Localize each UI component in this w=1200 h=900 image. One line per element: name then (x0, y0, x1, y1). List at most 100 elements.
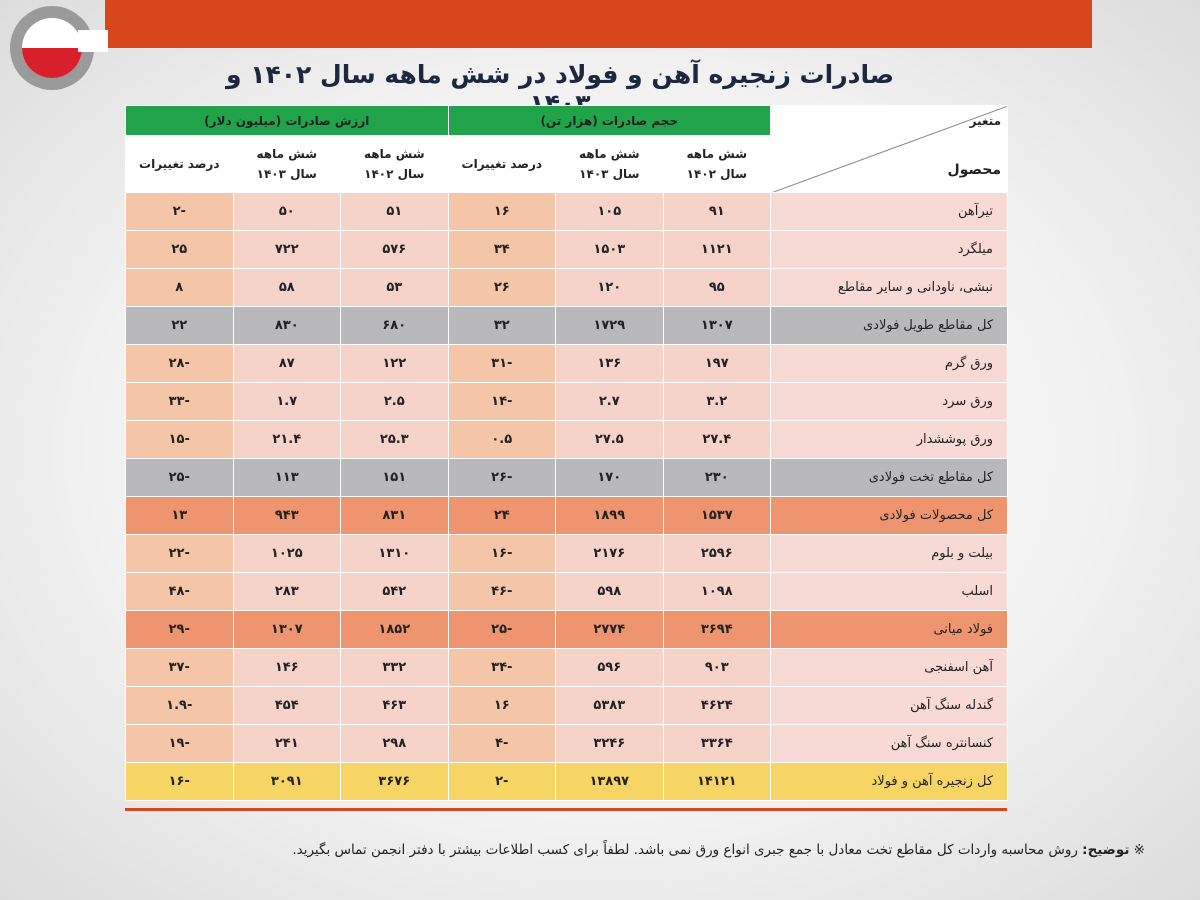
sub-header-line: سال ۱۴۰۳ (579, 167, 640, 181)
value-cell: ۱۸۹۹ (555, 496, 664, 535)
value-cell: ۳۳- (125, 382, 234, 421)
value-cell: ۱۸۵۲ (340, 610, 449, 649)
value-cell: ۱۳ (125, 496, 234, 535)
table-row: تیرآهن ۹۱ ۱۰۵ ۱۶ ۵۱ ۵۰ ۲- (125, 192, 1009, 231)
value-cell: ۲۲- (125, 534, 234, 573)
value-cell: ۴۶۳ (340, 686, 449, 725)
product-cell: نبشی، ناودانی و سایر مقاطع (770, 268, 1009, 307)
product-cell: ورق گرم (770, 344, 1009, 383)
table-row: آهن اسفنجی ۹۰۳ ۵۹۶ ۳۴- ۳۳۲ ۱۴۶ ۳۷- (125, 648, 1009, 687)
value-cell: ۱۶ (447, 192, 557, 231)
value-cell: ۱۷۰ (555, 458, 664, 497)
value-cell: ۲۹- (125, 610, 234, 649)
value-cell: ۸۳۱ (340, 496, 449, 535)
value-cell: ۲۷.۴ (662, 420, 772, 459)
sub-header-line: شش ماهه (686, 147, 748, 161)
value-cell: ۱۰۹۸ (662, 572, 772, 611)
value-cell: ۳.۲ (662, 382, 772, 421)
value-cell: ۲۵۹۶ (662, 534, 772, 573)
product-cell: کنسانتره سنگ آهن (770, 724, 1009, 763)
value-cell: ۴۸- (125, 572, 234, 611)
value-cell: ۲۲ (125, 306, 234, 345)
value-cell: ۱۲۰ (555, 268, 664, 307)
table-row: نبشی، ناودانی و سایر مقاطع ۹۵ ۱۲۰ ۲۶ ۵۳ ۵۸ ۸ (125, 268, 1009, 307)
value-cell: ۱۳۶ (555, 344, 664, 383)
value-cell: ۱۶- (447, 534, 557, 573)
value-cell: ۱۲۲ (340, 344, 449, 383)
product-cell: کل مقاطع تخت فولادی (770, 458, 1009, 497)
corner-diagonal (773, 106, 1007, 192)
value-cell: ۴۵۴ (232, 686, 342, 725)
value-cell: ۱۳۱۰ (340, 534, 449, 573)
product-cell: تیرآهن (770, 192, 1009, 231)
product-cell: میلگرد (770, 230, 1009, 269)
value-cell: ۱.۹- (125, 686, 234, 725)
value-cell: ۱۵۳۷ (662, 496, 772, 535)
corner-cell: متغیر محصول (770, 105, 1009, 193)
value-cell: ۲۸- (125, 344, 234, 383)
table-row: کل مقاطع تخت فولادی ۲۳۰ ۱۷۰ ۲۶- ۱۵۱ ۱۱۳ ۲۵- (125, 458, 1009, 497)
value-cell: ۲- (125, 192, 234, 231)
group-header: حجم صادرات (هزار تن) (447, 105, 772, 136)
value-cell: ۳۷- (125, 648, 234, 687)
value-cell: ۹۱ (662, 192, 772, 231)
value-cell: ۱۰۵ (555, 192, 664, 231)
table-row: کل محصولات فولادی ۱۵۳۷ ۱۸۹۹ ۲۴ ۸۳۱ ۹۴۳ ۱۳ (125, 496, 1009, 535)
top-bar (105, 0, 1092, 48)
value-cell: ۱۵- (125, 420, 234, 459)
value-cell: ۵۸ (232, 268, 342, 307)
value-cell: ۴- (447, 724, 557, 763)
product-cell: بیلت و بلوم (770, 534, 1009, 573)
value-cell: ۲۶ (447, 268, 557, 307)
value-cell: ۳۳۲ (340, 648, 449, 687)
value-cell: ۳۶۷۶ (340, 762, 449, 801)
value-cell: ۱۳۸۹۷ (555, 762, 664, 801)
value-cell: ۹۵ (662, 268, 772, 307)
value-cell: ۱۴۱۲۱ (662, 762, 772, 801)
footnote: ※ توضیح: روش محاسبه واردات کل مقاطع تخت … (292, 842, 1145, 858)
value-cell: ۲۸۳ (232, 572, 342, 611)
value-cell: ۲۱۷۶ (555, 534, 664, 573)
value-cell: ۳۶۹۴ (662, 610, 772, 649)
sub-header: شش ماهه سال ۱۴۰۲ (662, 135, 772, 193)
sub-header: شش ماهه سال ۱۴۰۲ (340, 135, 449, 193)
value-cell: ۱۴۶ (232, 648, 342, 687)
product-cell: آهن اسفنجی (770, 648, 1009, 687)
product-cell: کل مقاطع طویل فولادی (770, 306, 1009, 345)
value-cell: ۲۵- (125, 458, 234, 497)
sub-header-line: درصد تغییرات (461, 157, 543, 171)
product-cell: ورق سرد (770, 382, 1009, 421)
value-cell: ۴۶- (447, 572, 557, 611)
table-row: میلگرد ۱۱۲۱ ۱۵۰۳ ۳۴ ۵۷۶ ۷۲۲ ۲۵ (125, 230, 1009, 269)
value-cell: ۲.۵ (340, 382, 449, 421)
value-cell: ۱۳۰۷ (232, 610, 342, 649)
table-row: بیلت و بلوم ۲۵۹۶ ۲۱۷۶ ۱۶- ۱۳۱۰ ۱۰۲۵ ۲۲- (125, 534, 1009, 573)
value-cell: ۱۱۳ (232, 458, 342, 497)
sub-header-line: سال ۱۴۰۲ (364, 167, 425, 181)
table-row: ورق گرم ۱۹۷ ۱۳۶ ۳۱- ۱۲۲ ۸۷ ۲۸- (125, 344, 1009, 383)
table-row: کل مقاطع طویل فولادی ۱۳۰۷ ۱۷۲۹ ۳۲ ۶۸۰ ۸۳۰ ۲۲ (125, 306, 1009, 345)
sub-header: شش ماهه سال ۱۴۰۳ (555, 135, 664, 193)
table-row: گندله سنگ آهن ۴۶۲۴ ۵۳۸۳ ۱۶ ۴۶۳ ۴۵۴ ۱.۹- (125, 686, 1009, 725)
sub-header: شش ماهه سال ۱۴۰۳ (232, 135, 342, 193)
value-cell: ۹۰۳ (662, 648, 772, 687)
product-cell: کل زنجیره آهن و فولاد (770, 762, 1009, 801)
note-label: توضیح: (1082, 842, 1130, 858)
value-cell: ۱۴- (447, 382, 557, 421)
table-row: ورق سرد ۳.۲ ۲.۷ ۱۴- ۲.۵ ۱.۷ ۳۳- (125, 382, 1009, 421)
product-cell: ورق پوششدار (770, 420, 1009, 459)
product-cell: کل محصولات فولادی (770, 496, 1009, 535)
value-cell: ۸۷ (232, 344, 342, 383)
value-cell: ۲۷۷۴ (555, 610, 664, 649)
value-cell: ۳۴- (447, 648, 557, 687)
value-cell: ۲۱.۴ (232, 420, 342, 459)
value-cell: ۵۳ (340, 268, 449, 307)
value-cell: ۱۳۰۷ (662, 306, 772, 345)
value-cell: ۱۱۲۱ (662, 230, 772, 269)
data-table: متغیر محصول حجم صادرات (هزار تن) ارزش صا… (125, 105, 1009, 801)
corner-top: متغیر (969, 114, 1002, 128)
corner-bottom: محصول (947, 162, 1002, 178)
product-cell: فولاد میانی (770, 610, 1009, 649)
sub-header: درصد تغییرات (125, 135, 234, 193)
value-cell: ۴۶۲۴ (662, 686, 772, 725)
